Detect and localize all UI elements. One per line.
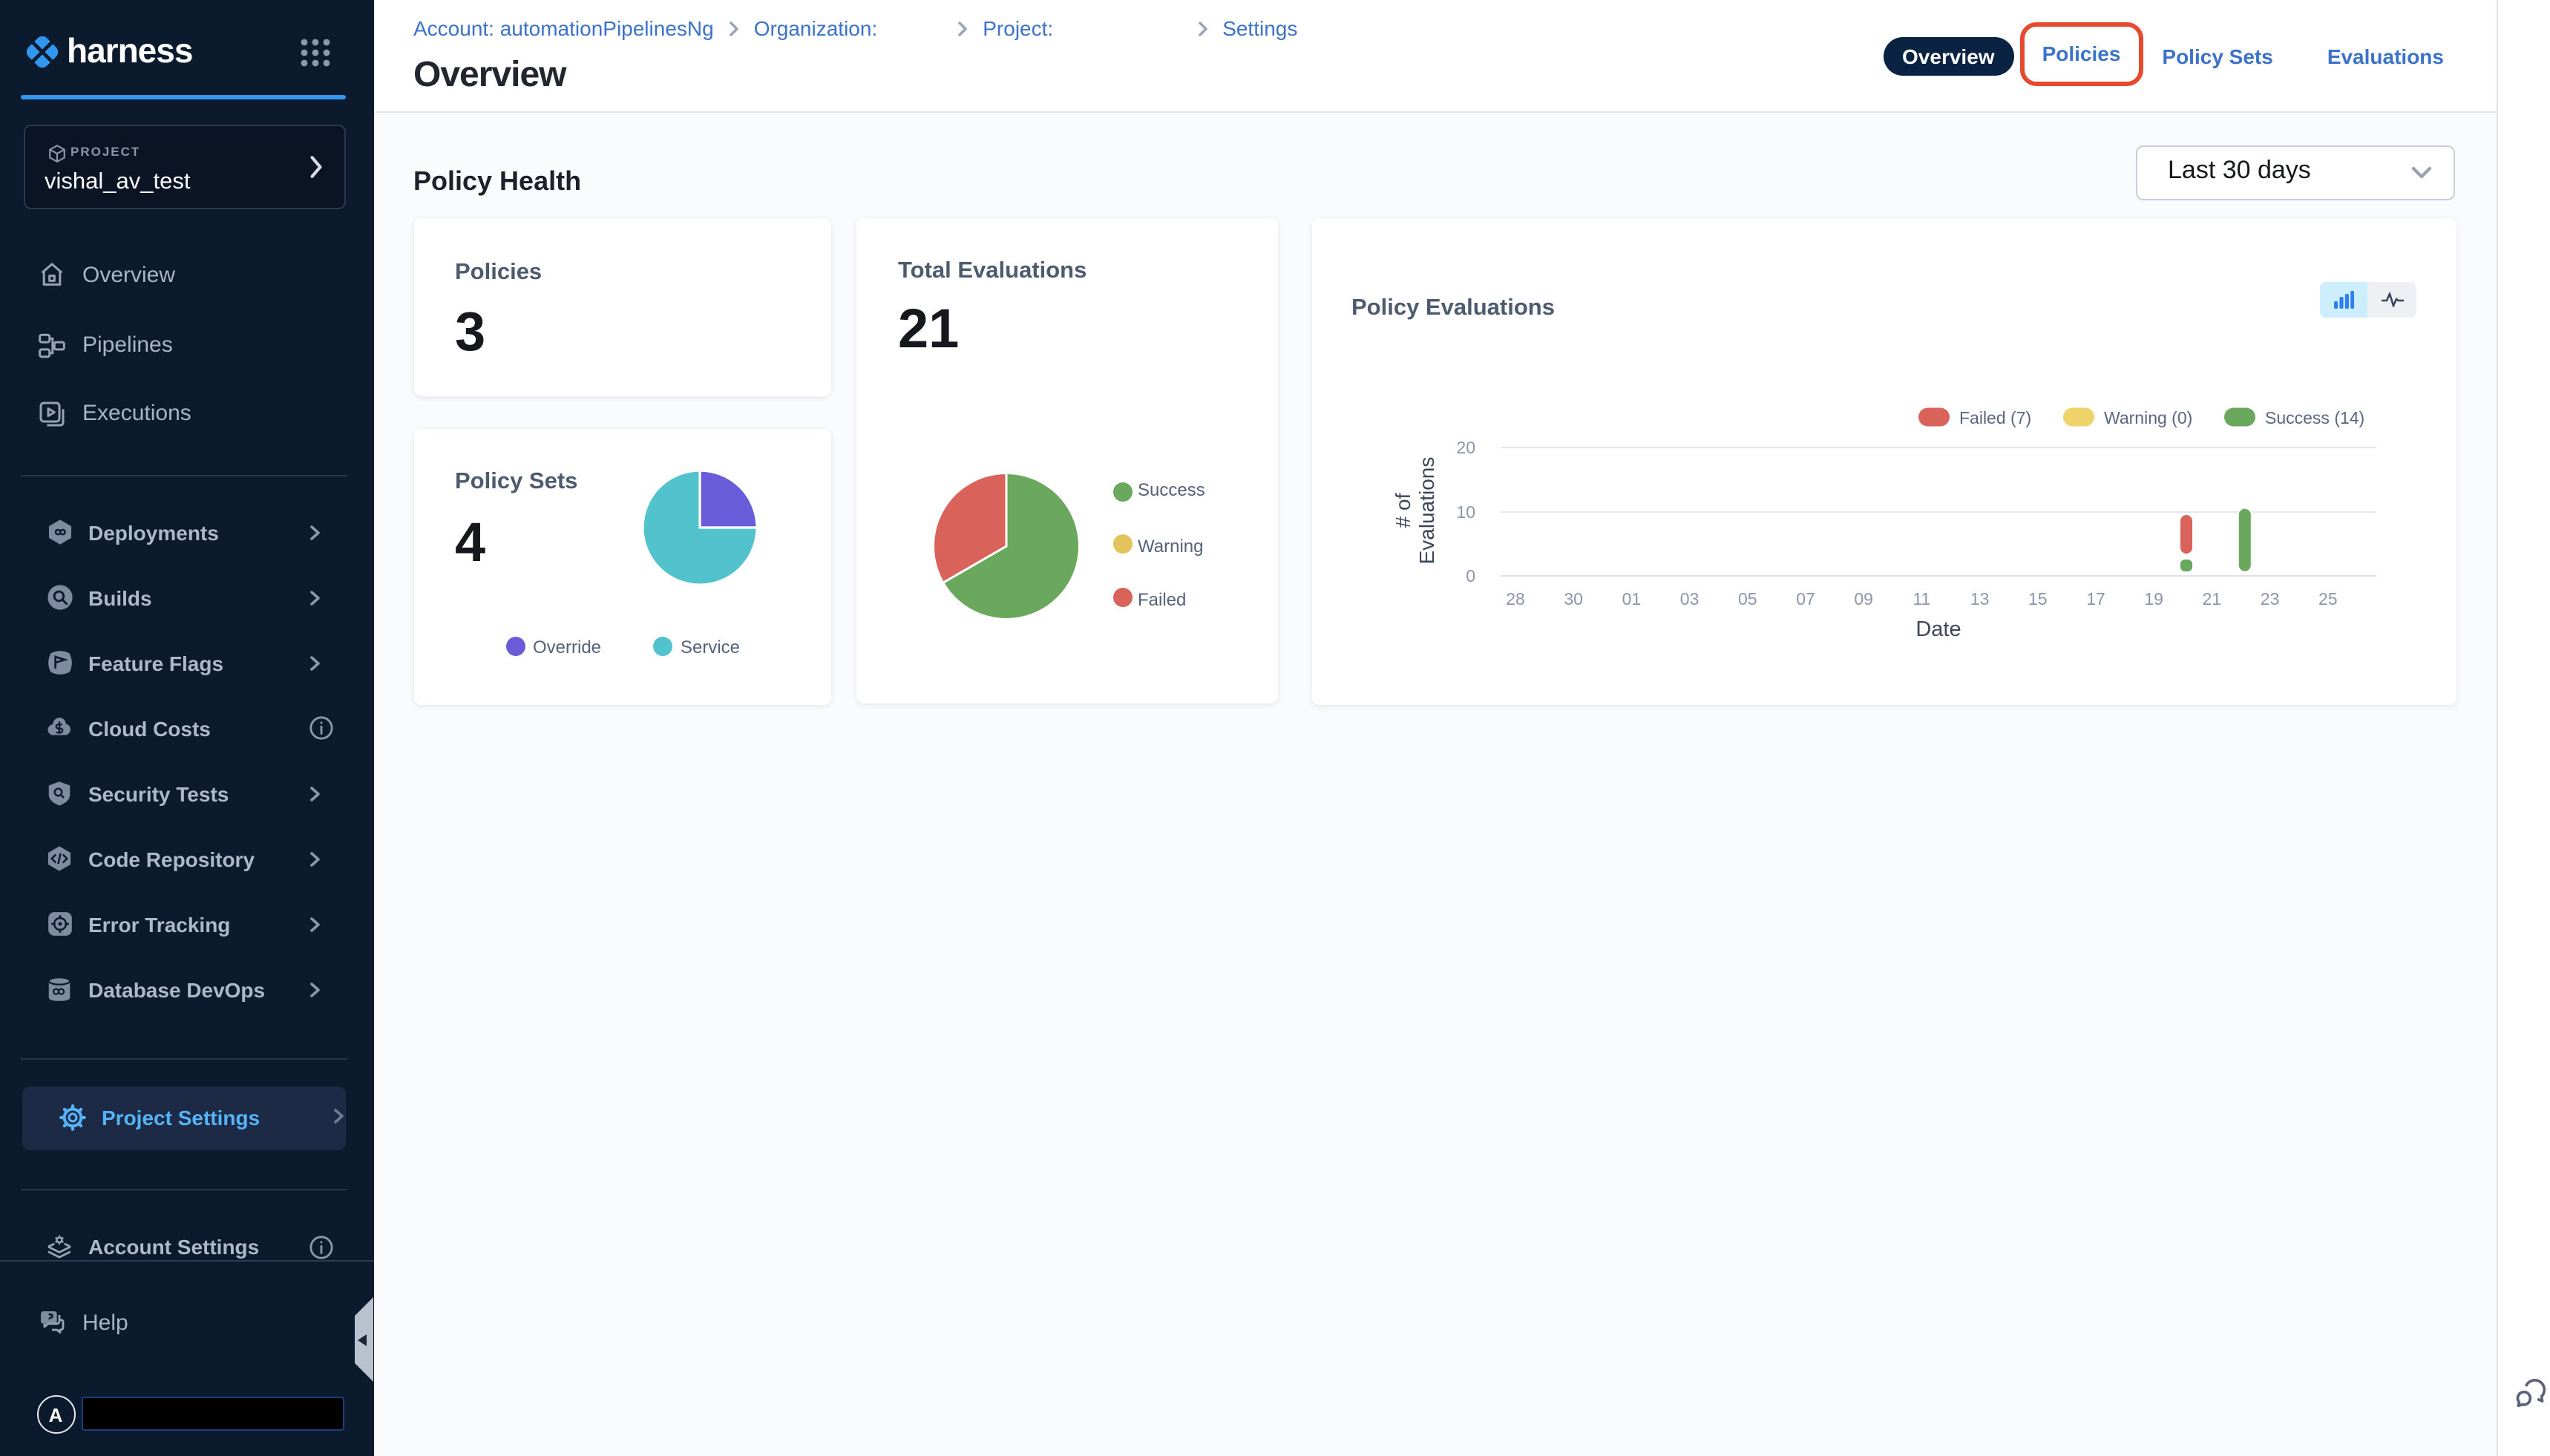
svg-text:25: 25 <box>2318 588 2338 608</box>
svg-text:07: 07 <box>1796 588 1815 608</box>
svg-text:21: 21 <box>2203 588 2222 608</box>
svg-text:28: 28 <box>1506 588 1525 608</box>
svg-text:Date: Date <box>1915 617 1961 640</box>
svg-text:30: 30 <box>1564 588 1583 608</box>
svg-text:15: 15 <box>2028 588 2048 608</box>
svg-text:10: 10 <box>1456 502 1475 521</box>
svg-text:Success (14): Success (14) <box>2265 407 2364 427</box>
svg-text:# of: # of <box>1392 492 1415 527</box>
svg-text:09: 09 <box>1854 588 1873 608</box>
svg-text:03: 03 <box>1680 588 1700 608</box>
svg-text:0: 0 <box>1466 565 1475 585</box>
svg-text:19: 19 <box>2144 588 2163 608</box>
svg-text:Warning (0): Warning (0) <box>2104 407 2192 427</box>
svg-text:20: 20 <box>1456 437 1475 456</box>
svg-text:Failed (7): Failed (7) <box>1959 407 2031 427</box>
svg-text:17: 17 <box>2086 588 2105 608</box>
svg-text:13: 13 <box>1970 588 1990 608</box>
svg-text:23: 23 <box>2261 588 2280 608</box>
svg-text:11: 11 <box>1912 588 1930 608</box>
svg-text:01: 01 <box>1622 588 1642 608</box>
svg-text:05: 05 <box>1738 588 1757 608</box>
svg-text:Evaluations: Evaluations <box>1415 456 1438 564</box>
